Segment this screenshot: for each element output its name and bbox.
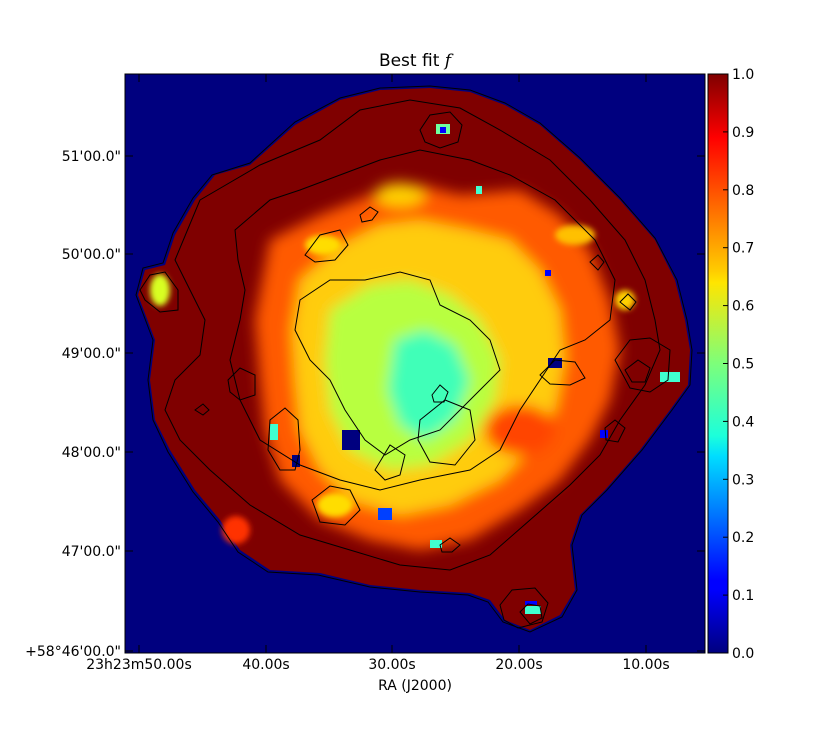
colorbar-tick-label: 0.3: [732, 472, 754, 488]
yellow-knot-west: [150, 274, 170, 306]
x-tick-label: 40.00s: [242, 657, 289, 673]
colorbar-tick-label: 0.7: [732, 241, 754, 257]
colorbar-tick-label: 1.0: [732, 67, 754, 83]
contour-lines: [135, 85, 693, 633]
tick-marks: [125, 74, 705, 653]
blue-pixel: [440, 127, 446, 133]
cyan-pixel: [525, 606, 541, 614]
y-tick-label: 50'00.0": [62, 247, 121, 263]
blue-pixel: [525, 601, 537, 605]
blue-pixel: [342, 430, 360, 450]
x-tick-label: 20.00s: [495, 657, 542, 673]
colorbar-tick-label: 0.6: [732, 299, 754, 315]
y-tick-label: 48'00.0": [62, 445, 121, 461]
plot-frame: [124, 73, 706, 654]
colorbar-tick-label: 0.8: [732, 183, 754, 199]
blue-pixel: [548, 358, 562, 368]
y-tick-label: 51'00.0": [62, 149, 121, 165]
y-tick-label: 47'00.0": [62, 544, 121, 560]
colorbar-tick-label: 0.1: [732, 588, 754, 604]
colorbar: 0.0 0.1 0.2 0.3 0.4 0.5 0.6 0.7 0.8 0.9 1.0: [707, 67, 754, 662]
orange-knot-east: [485, 405, 555, 455]
yellow-knot-southwest: [317, 493, 353, 517]
blue-pixel: [545, 270, 551, 276]
colorbar-ticks: 0.0 0.1 0.2 0.3 0.4 0.5 0.6 0.7 0.8 0.9 1.0: [723, 67, 754, 662]
x-tick-label: 10.00s: [622, 657, 669, 673]
blue-pixel: [292, 455, 300, 467]
yellow-knot-rim: [555, 225, 595, 245]
cyan-pixel: [430, 540, 442, 548]
orange-knot-west: [222, 516, 250, 544]
cyan-pixel: [270, 424, 278, 440]
colorbar-tick-label: 0.0: [732, 646, 754, 662]
x-tick-label: 30.00s: [368, 657, 415, 673]
interior-cyan-region: [388, 330, 470, 440]
colorbar-tick-label: 0.9: [732, 125, 754, 141]
heatmap-image: [125, 74, 705, 653]
x-tick-label: 23h23m50.00s: [86, 657, 192, 673]
colorbar-tick-label: 0.4: [732, 414, 754, 430]
yellow-knot-north: [375, 183, 425, 207]
yellow-knot-northwest: [305, 235, 341, 255]
yellow-knot-east: [615, 290, 635, 310]
cyan-pixel: [476, 186, 482, 194]
colorbar-tick-label: 0.2: [732, 530, 754, 546]
chart-title: Best fit f: [379, 51, 454, 71]
y-tick-label: 49'00.0": [62, 346, 121, 362]
colorbar-tick-label: 0.5: [732, 357, 754, 373]
cyan-pixel: [660, 372, 680, 382]
x-axis-label: RA (J2000): [378, 678, 452, 694]
blue-pixel: [600, 430, 608, 438]
y-tick-label: +58°46'00.0": [25, 644, 121, 660]
blue-pixel: [378, 508, 392, 520]
